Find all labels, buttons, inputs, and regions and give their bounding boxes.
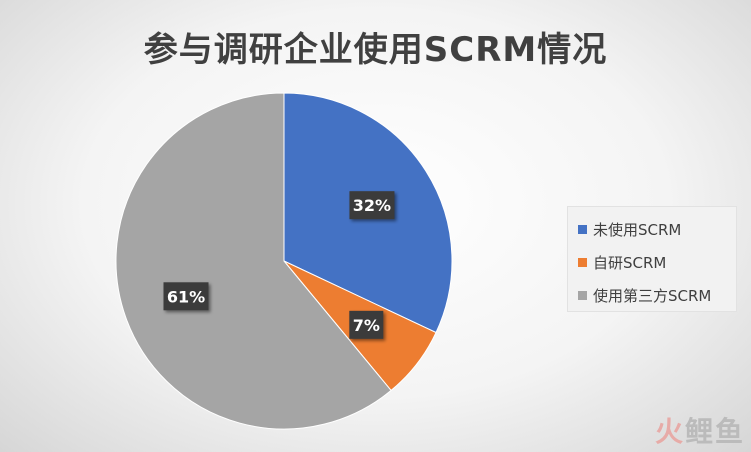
watermark-text: 鲤鱼 — [684, 415, 745, 448]
legend-item-third-party: 使用第三方SCRM — [578, 279, 736, 312]
data-label-box — [163, 282, 209, 311]
data-label: 61% — [163, 282, 209, 311]
legend-swatch-gray — [578, 291, 587, 300]
data-label-text: 61% — [167, 287, 205, 306]
data-label-box — [349, 310, 384, 339]
slice-third-party — [115, 92, 392, 430]
legend-label: 未使用SCRM — [593, 221, 682, 239]
data-label-text: 32% — [353, 196, 391, 215]
legend-label: 使用第三方SCRM — [593, 287, 712, 305]
pie-data-labels: 32% 7% 61% — [163, 191, 395, 339]
chart-title: 参与调研企业使用SCRM情况 — [143, 30, 608, 70]
legend: 未使用SCRM 自研SCRM 使用第三方SCRM — [567, 206, 737, 312]
watermark-logo: 火鲤鱼 — [655, 410, 745, 450]
legend-swatch-blue — [578, 225, 587, 234]
pie-slices — [115, 92, 453, 430]
legend-item-self-developed: 自研SCRM — [578, 246, 736, 279]
legend-item-not-using: 未使用SCRM — [578, 213, 736, 246]
legend-swatch-orange — [578, 258, 587, 267]
data-label: 32% — [349, 191, 395, 220]
data-label-text: 7% — [353, 316, 380, 335]
data-label: 7% — [349, 310, 384, 339]
watermark-fire-text: 火 — [654, 415, 685, 448]
legend-label: 自研SCRM — [593, 254, 667, 272]
data-label-box — [349, 191, 395, 220]
